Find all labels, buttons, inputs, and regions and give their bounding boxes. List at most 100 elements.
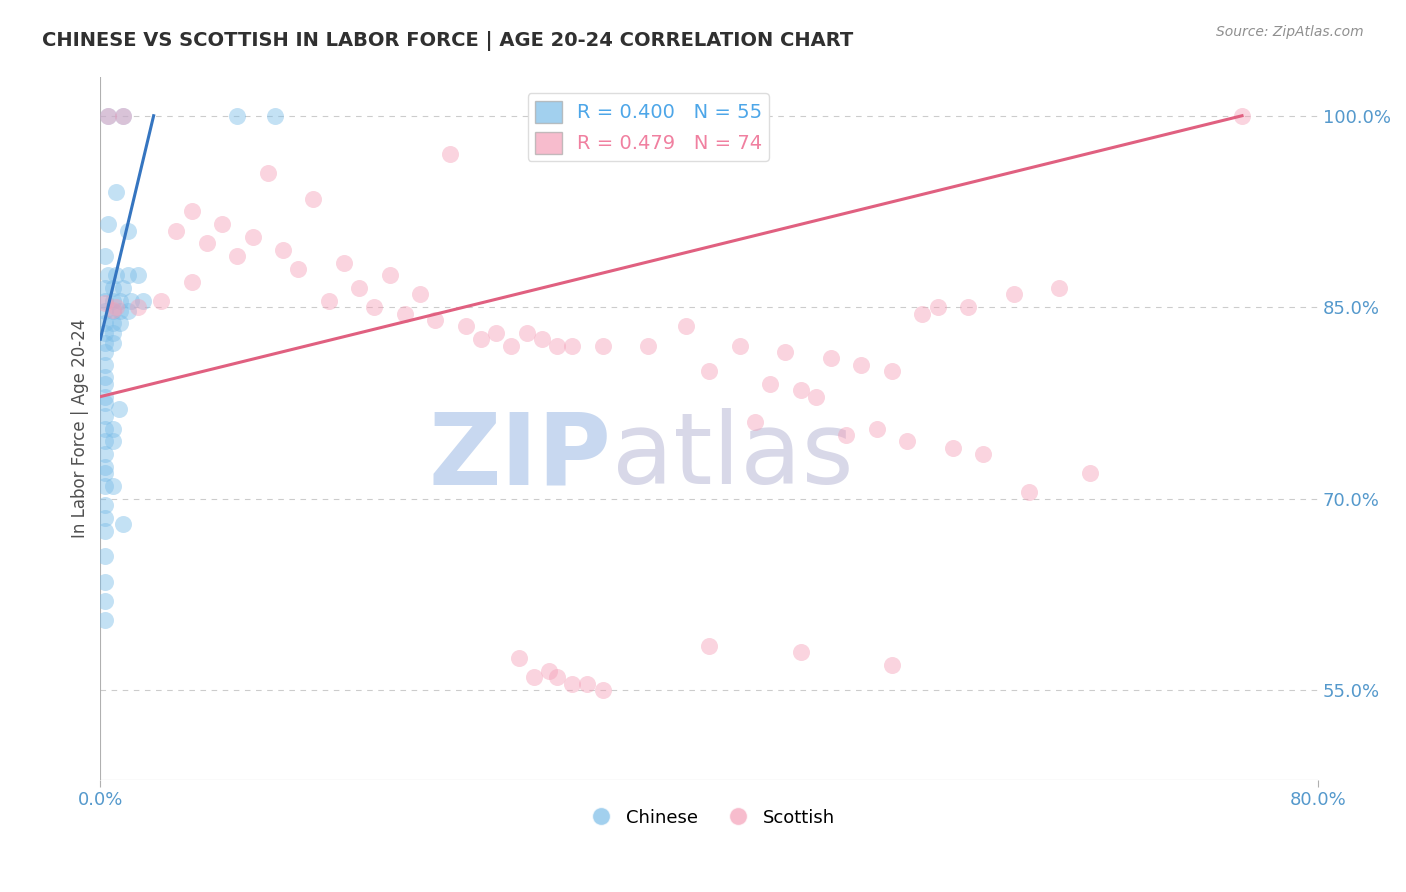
Point — [759, 376, 782, 391]
Point — [302, 192, 325, 206]
Point — [112, 109, 135, 123]
Point — [561, 677, 583, 691]
Point — [127, 268, 149, 283]
Point — [94, 524, 117, 538]
Point — [394, 307, 416, 321]
Point — [101, 479, 124, 493]
Point — [94, 511, 117, 525]
Point — [630, 109, 652, 123]
Point — [546, 338, 568, 352]
Point — [94, 447, 117, 461]
Point — [561, 338, 583, 352]
Point — [645, 109, 668, 123]
Point — [101, 434, 124, 449]
Point — [94, 370, 117, 384]
Point — [538, 664, 561, 678]
Point — [363, 300, 385, 314]
Point — [94, 479, 117, 493]
Point — [97, 109, 120, 123]
Point — [1018, 485, 1040, 500]
Y-axis label: In Labor Force | Age 20-24: In Labor Force | Age 20-24 — [72, 319, 89, 538]
Point — [409, 287, 432, 301]
Point — [242, 230, 264, 244]
Point — [880, 364, 903, 378]
Point — [117, 304, 139, 318]
Point — [728, 338, 751, 352]
Point — [576, 677, 599, 691]
Point — [866, 421, 889, 435]
Point — [659, 109, 682, 123]
Point — [132, 293, 155, 308]
Point — [94, 594, 117, 608]
Text: ZIP: ZIP — [429, 409, 612, 505]
Point — [378, 268, 401, 283]
Point — [614, 109, 637, 123]
Point — [166, 224, 188, 238]
Point — [523, 671, 546, 685]
Point — [195, 236, 218, 251]
Point — [94, 296, 117, 310]
Point — [804, 390, 827, 404]
Point — [97, 109, 120, 123]
Point — [112, 281, 135, 295]
Point — [180, 204, 202, 219]
Point — [94, 336, 117, 351]
Point — [94, 409, 117, 423]
Point — [127, 300, 149, 314]
Point — [101, 326, 124, 340]
Point — [637, 338, 659, 352]
Point — [120, 293, 142, 308]
Point — [101, 421, 124, 435]
Point — [508, 651, 530, 665]
Point — [101, 293, 124, 308]
Point — [287, 262, 309, 277]
Point — [347, 281, 370, 295]
Point — [675, 319, 697, 334]
Point — [501, 338, 523, 352]
Point — [226, 109, 249, 123]
Point — [835, 428, 858, 442]
Point — [1002, 287, 1025, 301]
Point — [94, 316, 117, 330]
Point — [107, 402, 129, 417]
Point — [150, 293, 173, 308]
Point — [180, 275, 202, 289]
Point — [226, 249, 249, 263]
Point — [439, 147, 461, 161]
Point — [108, 304, 131, 318]
Point — [94, 281, 117, 295]
Text: atlas: atlas — [612, 409, 853, 505]
Point — [94, 304, 117, 318]
Point — [94, 613, 117, 627]
Point — [318, 293, 340, 308]
Point — [117, 224, 139, 238]
Point — [516, 326, 538, 340]
Point — [94, 421, 117, 435]
Point — [851, 358, 873, 372]
Point — [927, 300, 949, 314]
Legend: Chinese, Scottish: Chinese, Scottish — [576, 801, 842, 834]
Point — [972, 447, 994, 461]
Point — [117, 268, 139, 283]
Point — [956, 300, 979, 314]
Text: CHINESE VS SCOTTISH IN LABOR FORCE | AGE 20-24 CORRELATION CHART: CHINESE VS SCOTTISH IN LABOR FORCE | AGE… — [42, 31, 853, 51]
Point — [94, 358, 117, 372]
Point — [454, 319, 477, 334]
Point — [94, 434, 117, 449]
Point — [911, 307, 934, 321]
Point — [530, 332, 553, 346]
Text: Source: ZipAtlas.com: Source: ZipAtlas.com — [1216, 25, 1364, 39]
Point — [94, 549, 117, 564]
Point — [94, 345, 117, 359]
Point — [425, 313, 447, 327]
Point — [485, 326, 508, 340]
Point — [104, 300, 127, 314]
Point — [112, 109, 135, 123]
Point — [789, 383, 811, 397]
Point — [668, 109, 690, 123]
Point — [108, 316, 131, 330]
Point — [264, 109, 287, 123]
Point — [101, 281, 124, 295]
Point — [108, 293, 131, 308]
Point — [101, 316, 124, 330]
